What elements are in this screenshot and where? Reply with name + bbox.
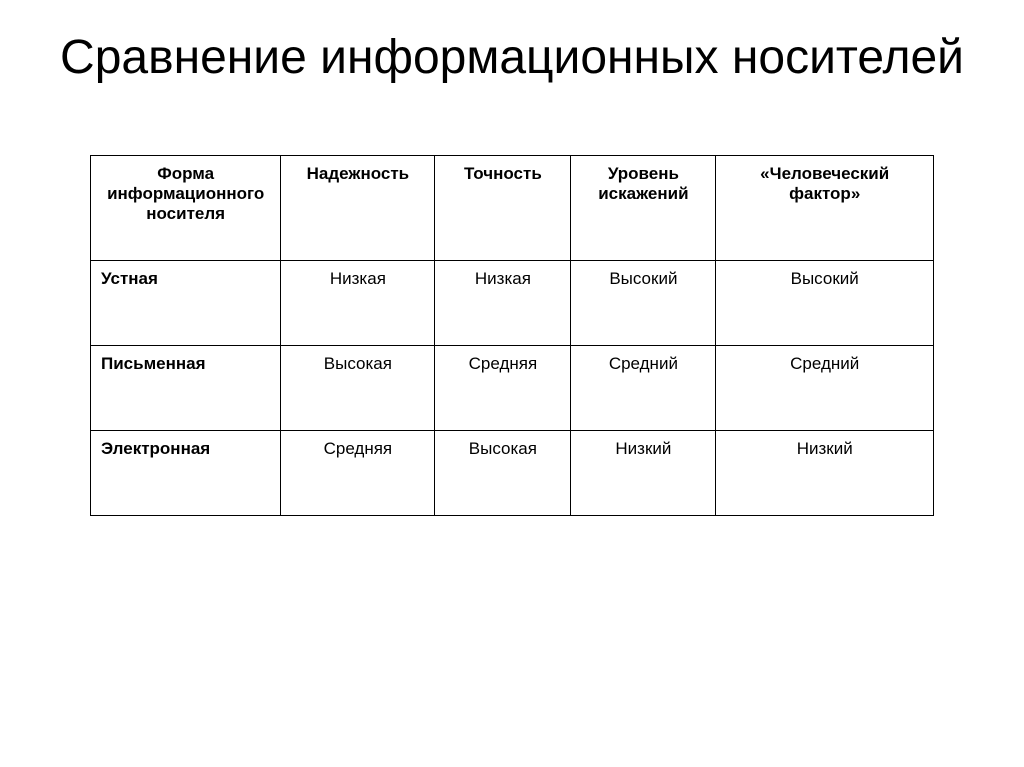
table-row: Электронная Средняя Высокая Низкий Низки… xyxy=(91,431,934,516)
table-row: Устная Низкая Низкая Высокий Высокий xyxy=(91,261,934,346)
table-cell: Низкая xyxy=(281,261,435,346)
table-cell: Низкий xyxy=(716,431,934,516)
column-header: Надежность xyxy=(281,156,435,261)
table-row: Письменная Высокая Средняя Средний Средн… xyxy=(91,346,934,431)
table-cell: Средний xyxy=(571,346,716,431)
column-header: Точность xyxy=(435,156,571,261)
table-cell: Высокий xyxy=(571,261,716,346)
column-header: Форма информационного носителя xyxy=(91,156,281,261)
row-label: Электронная xyxy=(91,431,281,516)
table-container: Форма информационного носителя Надежност… xyxy=(0,155,1024,516)
table-cell: Высокая xyxy=(435,431,571,516)
comparison-table: Форма информационного носителя Надежност… xyxy=(90,155,934,516)
column-header: Уровень искажений xyxy=(571,156,716,261)
table-header-row: Форма информационного носителя Надежност… xyxy=(91,156,934,261)
table-cell: Низкий xyxy=(571,431,716,516)
row-label: Устная xyxy=(91,261,281,346)
row-label: Письменная xyxy=(91,346,281,431)
table-cell: Средняя xyxy=(281,431,435,516)
table-cell: Высокая xyxy=(281,346,435,431)
table-cell: Низкая xyxy=(435,261,571,346)
table-cell: Средняя xyxy=(435,346,571,431)
column-header: «Человеческий фактор» xyxy=(716,156,934,261)
table-cell: Высокий xyxy=(716,261,934,346)
table-cell: Средний xyxy=(716,346,934,431)
page-title: Сравнение информационных носителей xyxy=(0,30,1024,85)
